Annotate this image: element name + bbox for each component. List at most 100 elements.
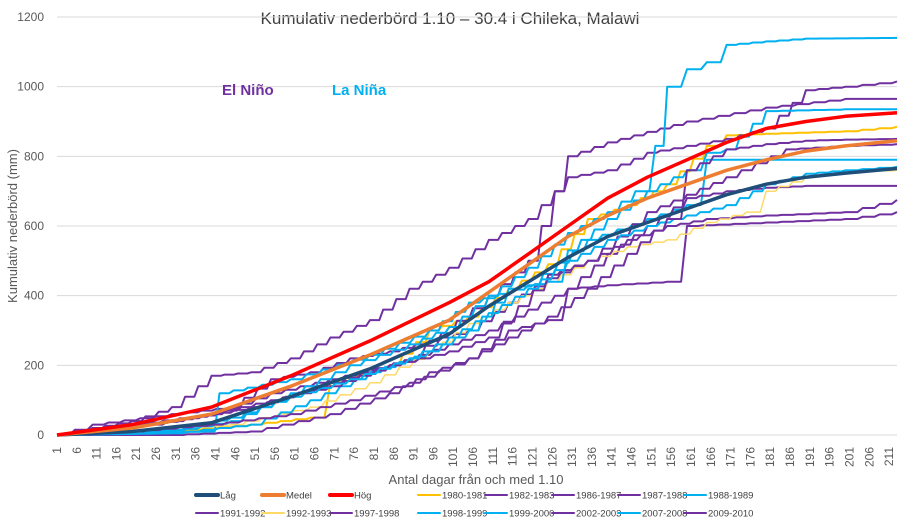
x-tick-label: 71 bbox=[327, 447, 341, 461]
legend-label: 2002-2003 bbox=[576, 509, 621, 520]
legend-item: 2007-2008 bbox=[617, 509, 687, 520]
legend-item: 1982-1983 bbox=[484, 491, 554, 502]
series-line-1987-1988 bbox=[57, 97, 897, 436]
x-tick-label: 51 bbox=[248, 447, 262, 461]
x-tick-label: 96 bbox=[426, 447, 440, 461]
legend-item: Medel bbox=[260, 491, 312, 502]
legend-item: 2009-2010 bbox=[683, 509, 753, 520]
legend-item: 1997-1998 bbox=[329, 509, 399, 520]
legend-label: 1991-1992 bbox=[220, 509, 265, 520]
legend-label: Hög bbox=[354, 491, 371, 502]
legend-label: 2007-2008 bbox=[642, 509, 687, 520]
series-line-1980-1981 bbox=[57, 125, 898, 436]
x-tick-label: 86 bbox=[387, 447, 401, 461]
x-tick-label: 111 bbox=[486, 447, 500, 466]
x-tick-label: 106 bbox=[466, 447, 480, 467]
legend-item: 1988-1989 bbox=[683, 491, 753, 502]
x-tick-label: 21 bbox=[129, 447, 143, 461]
x-tick-label: 46 bbox=[228, 447, 242, 461]
x-tick-label: 146 bbox=[625, 447, 639, 467]
chart-title: Kumulativ nederbörd 1.10 – 30.4 i Chilek… bbox=[261, 9, 640, 28]
legend-item: Låg bbox=[194, 491, 236, 502]
legend-item: 1992-1993 bbox=[261, 509, 331, 520]
legend-label: Medel bbox=[286, 491, 312, 502]
legend-item: 1999-2000 bbox=[484, 509, 554, 520]
gridlines bbox=[57, 16, 897, 436]
legend-item: 1980-1981 bbox=[417, 491, 487, 502]
x-tick-label: 141 bbox=[605, 447, 619, 467]
x-tick-label: 56 bbox=[268, 447, 282, 461]
legend: Låg Medel Hög 1980-1981 1982-1983 1986-1987 19… bbox=[194, 491, 753, 520]
x-tick-label: 156 bbox=[664, 447, 678, 467]
series-line-1999-2000 bbox=[57, 36, 898, 436]
x-tick-label: 186 bbox=[783, 447, 797, 467]
legend-label: 1998-1999 bbox=[442, 509, 487, 520]
legend-label: 1992-1993 bbox=[286, 509, 331, 520]
x-tick-label: 76 bbox=[347, 447, 361, 461]
x-tick-label: 61 bbox=[288, 447, 302, 461]
legend-label: 1986-1987 bbox=[576, 491, 621, 502]
y-tick-label: 400 bbox=[24, 289, 44, 303]
x-tick-label: 26 bbox=[149, 447, 163, 461]
y-tick-label: 1000 bbox=[17, 80, 44, 94]
x-tick-label: 36 bbox=[189, 447, 203, 461]
legend-label: Låg bbox=[220, 491, 236, 502]
x-tick-label: 1 bbox=[50, 447, 64, 454]
y-tick-label: 600 bbox=[24, 219, 44, 233]
x-axis-ticks: 1 6 11 16 21 26 31 36 41 46 51 56 61 66 71 76 81 86 91 96 10… bbox=[50, 447, 896, 467]
legend-item: 1991-1992 bbox=[195, 509, 265, 520]
legend-label: 1988-1989 bbox=[708, 491, 753, 502]
x-tick-label: 81 bbox=[367, 447, 381, 461]
x-tick-label: 131 bbox=[565, 447, 579, 467]
series-line-Medel bbox=[56, 138, 898, 437]
x-tick-label: 6 bbox=[70, 447, 84, 454]
x-tick-label: 171 bbox=[724, 447, 738, 467]
x-tick-label: 201 bbox=[842, 447, 856, 467]
x-tick-label: 176 bbox=[743, 447, 757, 467]
annotation-la-nina: La Niña bbox=[332, 82, 387, 99]
x-tick-label: 31 bbox=[169, 447, 183, 461]
series-line-2009-2010 bbox=[57, 137, 898, 436]
x-tick-label: 101 bbox=[446, 447, 460, 467]
x-tick-label: 206 bbox=[862, 447, 876, 467]
series-line-Låg bbox=[56, 166, 898, 437]
x-tick-label: 41 bbox=[208, 447, 222, 461]
x-tick-label: 126 bbox=[545, 447, 559, 467]
series-lines bbox=[56, 36, 898, 437]
x-tick-label: 16 bbox=[109, 447, 123, 461]
y-tick-label: 800 bbox=[24, 149, 44, 163]
x-tick-label: 211 bbox=[882, 447, 896, 466]
legend-label: 1997-1998 bbox=[354, 509, 399, 520]
y-axis-label: Kumulativ nederbörd (mm) bbox=[5, 149, 20, 303]
legend-item: Hög bbox=[328, 491, 371, 502]
y-tick-label: 1200 bbox=[17, 10, 44, 24]
x-tick-label: 121 bbox=[525, 447, 539, 467]
x-tick-label: 91 bbox=[407, 447, 421, 461]
x-tick-label: 181 bbox=[763, 447, 777, 467]
x-tick-label: 191 bbox=[803, 447, 817, 467]
legend-label: 2009-2010 bbox=[708, 509, 753, 520]
x-tick-label: 196 bbox=[823, 447, 837, 467]
x-tick-label: 151 bbox=[644, 447, 658, 467]
legend-label: 1999-2000 bbox=[509, 509, 554, 520]
legend-item: 1986-1987 bbox=[551, 491, 621, 502]
x-tick-label: 116 bbox=[506, 447, 520, 466]
y-tick-label: 200 bbox=[24, 358, 44, 372]
y-tick-label: 0 bbox=[37, 428, 44, 442]
legend-item: 1998-1999 bbox=[417, 509, 487, 520]
x-tick-label: 11 bbox=[90, 447, 104, 460]
legend-item: 2002-2003 bbox=[551, 509, 621, 520]
y-axis-ticks: 0 200 400 600 800 1000 1200 bbox=[17, 10, 44, 442]
x-tick-label: 136 bbox=[585, 447, 599, 467]
series-line-1988-1989 bbox=[57, 158, 897, 436]
annotation-el-nino: El Niño bbox=[222, 82, 274, 99]
x-tick-label: 166 bbox=[704, 447, 718, 467]
legend-item: 1987-1988 bbox=[617, 491, 687, 502]
x-axis-label: Antal dagar från och med 1.10 bbox=[389, 472, 564, 487]
series-line-Hög bbox=[56, 111, 898, 437]
legend-label: 1987-1988 bbox=[642, 491, 687, 502]
x-tick-label: 161 bbox=[684, 447, 698, 467]
legend-label: 1982-1983 bbox=[509, 491, 554, 502]
x-tick-label: 66 bbox=[308, 447, 322, 461]
